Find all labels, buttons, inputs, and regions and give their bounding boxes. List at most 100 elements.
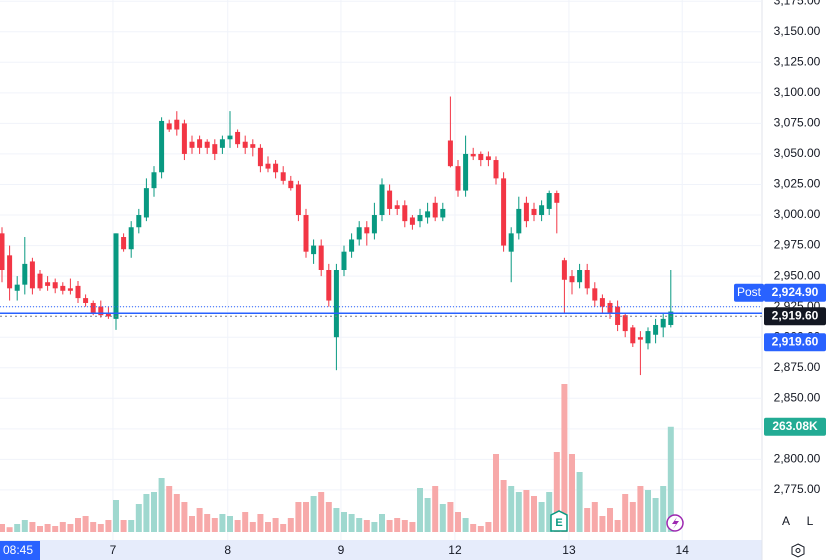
candle-body	[318, 245, 324, 270]
volume-bar	[637, 486, 644, 532]
y-tick-label: 3,050.00	[774, 146, 821, 160]
candles	[0, 96, 674, 376]
y-tick-label: 2,875.00	[774, 360, 821, 374]
y-tick-label: 3,125.00	[774, 54, 821, 68]
candle-body	[630, 327, 636, 344]
candle-body	[45, 282, 51, 286]
volume-bar	[6, 527, 13, 532]
volume-bar	[341, 512, 347, 532]
candle-body	[569, 276, 575, 283]
volume-bar	[508, 486, 515, 532]
post-price-badge-bg	[764, 283, 826, 302]
volume-bar	[211, 518, 218, 532]
settings-icon-dot	[795, 548, 801, 553]
volume-bar	[173, 494, 180, 532]
log-button[interactable]: L	[807, 514, 814, 528]
candle-body	[37, 273, 43, 289]
volume-bar	[105, 520, 112, 532]
volume-bar	[257, 514, 264, 532]
volume-bar	[553, 452, 560, 532]
volume-bar	[584, 508, 591, 532]
volume-bar	[189, 516, 195, 532]
candle-body	[592, 288, 598, 301]
settings-button[interactable]	[791, 543, 805, 558]
candle-body	[67, 288, 73, 291]
volume-bar	[234, 520, 241, 532]
volume-bar	[90, 522, 97, 532]
overlays: 2,775.002,800.002,825.002,850.002,875.00…	[0, 0, 826, 496]
event-icon[interactable]	[550, 510, 568, 532]
candle-body	[425, 211, 431, 218]
volume-bar	[409, 522, 416, 532]
volume-bar	[546, 492, 553, 532]
auto-button[interactable]: A	[782, 514, 790, 528]
volume-bar	[158, 478, 165, 532]
candle-body	[561, 260, 567, 280]
candle-body	[653, 324, 659, 335]
volume-bar	[629, 502, 636, 532]
volume-bar	[424, 498, 431, 532]
candle-body	[295, 184, 301, 216]
post-price-badge: 2,924.90	[772, 285, 819, 299]
candle-body	[227, 135, 233, 140]
volume-badge: 263.08K	[772, 419, 818, 433]
candle-body	[333, 270, 339, 338]
candle-body	[303, 215, 309, 252]
button-bg[interactable]	[800, 511, 820, 533]
candle-body	[0, 233, 5, 270]
x-tick-label: 8	[224, 543, 231, 557]
candle-body	[29, 261, 35, 289]
candle-body	[326, 270, 332, 301]
volume-bar	[485, 522, 492, 532]
candle-body	[151, 172, 157, 189]
candle-body	[622, 315, 628, 332]
volume-bar	[652, 498, 659, 532]
volume-bar	[75, 518, 81, 532]
volume-bar	[272, 518, 279, 532]
candle-body	[387, 190, 393, 209]
volume-bar	[143, 494, 150, 532]
volume-bar	[295, 502, 302, 532]
y-tick-label: 3,000.00	[774, 207, 821, 221]
candle-body	[577, 270, 583, 283]
candle-body	[189, 141, 195, 148]
candle-body	[235, 131, 241, 145]
volume-bar	[227, 516, 233, 532]
volume-bar	[120, 520, 127, 532]
y-tick-label: 3,100.00	[774, 85, 821, 99]
grid	[0, 0, 762, 540]
post-tag: Post	[737, 285, 762, 299]
candle-body	[501, 178, 507, 246]
candle-body	[113, 233, 119, 319]
volume-bar	[455, 512, 461, 532]
candle-body	[98, 306, 104, 316]
candle-body	[599, 298, 605, 307]
volume-bar	[386, 520, 393, 532]
volume-bar	[303, 502, 309, 532]
candle-body	[197, 139, 203, 148]
candle-body	[273, 163, 279, 173]
volume-bar	[128, 520, 135, 532]
x-tick-label: 9	[338, 543, 345, 557]
candle-body	[181, 123, 187, 154]
last-price-badge-bg	[764, 307, 826, 326]
candle-body	[394, 205, 400, 209]
candle-body	[128, 227, 134, 250]
candle-body	[212, 144, 218, 154]
y-tick-label: 2,850.00	[774, 390, 821, 404]
button-bg[interactable]	[776, 511, 796, 533]
volume-bar	[310, 496, 317, 532]
volume-bar	[515, 492, 522, 532]
mark-price-badge-bg	[764, 333, 826, 352]
candle-body	[204, 141, 210, 148]
candle-body	[539, 205, 545, 216]
volume-bar	[325, 502, 332, 532]
event-marker[interactable]: E	[550, 510, 568, 532]
candle-body	[166, 123, 172, 130]
candle-body	[463, 153, 469, 191]
candle-body	[174, 119, 180, 130]
settings-icon[interactable]	[791, 543, 805, 558]
candle-body	[22, 263, 28, 285]
